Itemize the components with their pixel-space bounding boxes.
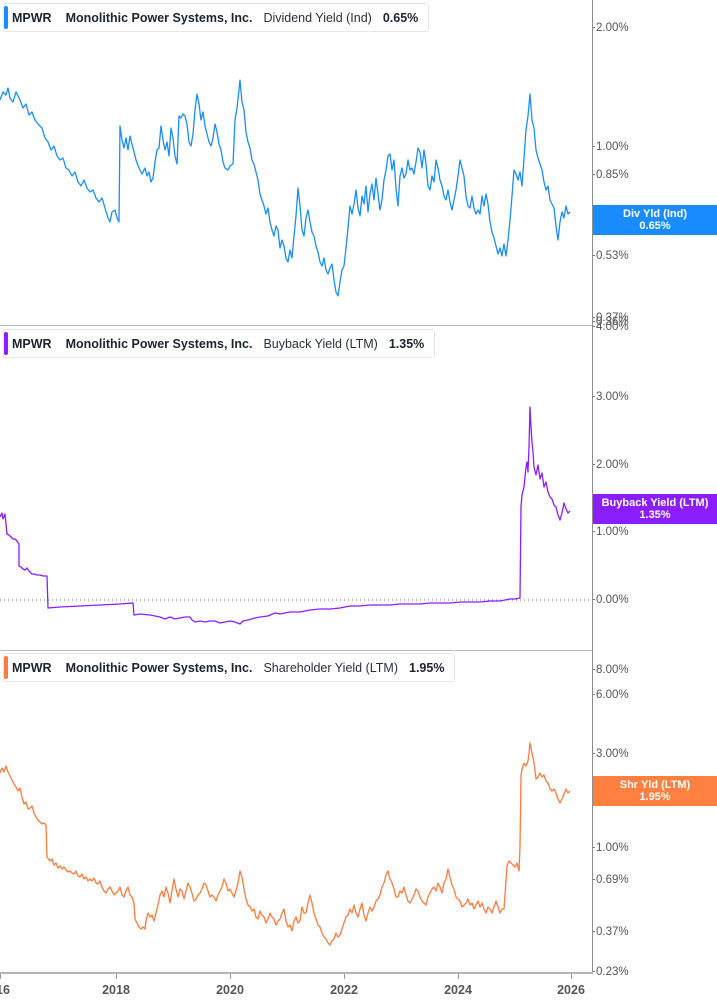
y-axis-line — [592, 0, 593, 973]
y-tick: 0.00% — [592, 594, 629, 606]
panel-divider — [0, 325, 593, 326]
badge-value: 0.65% — [639, 220, 671, 232]
y-tick: 1.00% — [592, 141, 629, 153]
company-name: Monolithic Power Systems, Inc. — [65, 10, 253, 25]
x-label: 16 — [0, 983, 10, 997]
dividend-yield-legend: MPWR Monolithic Power Systems, Inc. Divi… — [3, 3, 430, 32]
y-tick: 0.85% — [592, 169, 629, 181]
x-axis — [0, 972, 593, 974]
metric-name: Buyback Yield (LTM) — [263, 336, 378, 351]
current-value-badge: Div Yld (Ind) 0.65% — [593, 205, 717, 235]
y-tick: 0.36% — [592, 316, 629, 328]
x-label: 2018 — [102, 983, 130, 997]
ticker: MPWR — [12, 660, 52, 675]
badge-label: Div Yld (Ind) — [623, 208, 687, 220]
company-name: Monolithic Power Systems, Inc. — [65, 660, 253, 675]
badge-value: 1.35% — [639, 509, 671, 521]
y-tick: 0.53% — [592, 250, 629, 262]
x-tick — [571, 974, 572, 979]
x-label: 2020 — [216, 983, 244, 997]
shareholder-yield-panel: MPWR Monolithic Power Systems, Inc. Shar… — [0, 651, 717, 978]
buyback-yield-panel: MPWR Monolithic Power Systems, Inc. Buyb… — [0, 321, 717, 650]
buyback-yield-legend: MPWR Monolithic Power Systems, Inc. Buyb… — [3, 329, 436, 358]
y-tick: 1.00% — [592, 842, 629, 854]
metric-value: 1.95% — [409, 660, 445, 675]
metric-name: Shareholder Yield (LTM) — [263, 660, 398, 675]
x-tick — [230, 974, 231, 979]
y-tick: 2.00% — [592, 22, 629, 34]
current-value-badge: Shr Yld (LTM) 1.95% — [593, 776, 717, 806]
x-label: 2022 — [330, 983, 358, 997]
y-tick: 6.00% — [592, 689, 629, 701]
x-tick — [116, 974, 117, 979]
current-value-badge: Buyback Yield (LTM) 1.35% — [593, 494, 717, 524]
y-tick: 4.00% — [592, 321, 629, 333]
x-tick — [344, 974, 345, 979]
ticker: MPWR — [12, 10, 52, 25]
y-tick: 8.00% — [592, 664, 629, 676]
y-tick: 0.37% — [592, 926, 629, 938]
x-tick — [458, 974, 459, 979]
series-color-marker — [4, 656, 8, 679]
y-tick: 0.69% — [592, 874, 629, 886]
y-tick: 1.00% — [592, 526, 629, 538]
buyback-yield-line — [0, 406, 571, 625]
badge-label: Shr Yld (LTM) — [619, 779, 691, 791]
metric-value: 1.35% — [388, 336, 425, 351]
series-color-marker — [4, 6, 8, 29]
y-tick: 0.37% — [592, 312, 629, 324]
x-tick — [0, 974, 1, 979]
zero-line — [0, 599, 592, 601]
badge-value: 1.95% — [639, 791, 671, 803]
dividend-yield-line — [0, 79, 571, 297]
ticker: MPWR — [12, 336, 52, 351]
x-label: 2026 — [557, 983, 585, 997]
y-tick: 0.23% — [592, 966, 629, 978]
y-tick: 3.00% — [592, 748, 629, 760]
y-tick: 3.00% — [592, 391, 629, 403]
y-tick: 2.00% — [592, 459, 629, 471]
company-name: Monolithic Power Systems, Inc. — [65, 336, 253, 351]
panel-divider — [0, 650, 593, 651]
shareholder-yield-legend: MPWR Monolithic Power Systems, Inc. Shar… — [3, 653, 456, 682]
series-color-marker — [4, 332, 8, 355]
badge-label: Buyback Yield (LTM) — [601, 497, 709, 509]
x-label: 2024 — [444, 983, 472, 997]
metric-name: Dividend Yield (Ind) — [263, 10, 372, 25]
dividend-yield-panel: MPWR Monolithic Power Systems, Inc. Divi… — [0, 0, 717, 328]
shareholder-yield-line — [0, 742, 571, 946]
metric-value: 0.65% — [382, 10, 419, 25]
